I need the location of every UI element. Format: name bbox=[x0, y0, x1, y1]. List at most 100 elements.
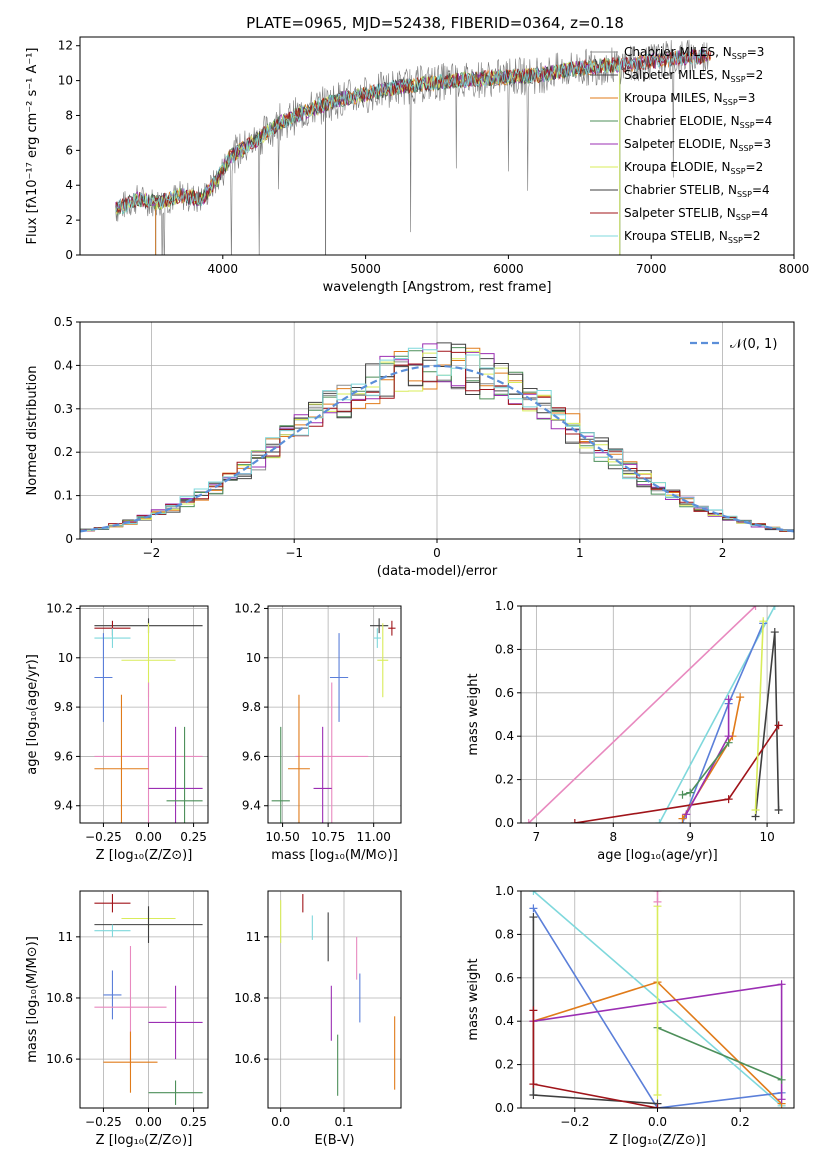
y-tick-label: 0.2 bbox=[54, 445, 73, 459]
y-tick-label: 0.6 bbox=[495, 686, 514, 700]
y-tick-label: 0.0 bbox=[495, 1101, 514, 1115]
x-tick-label: 0.0 bbox=[271, 1115, 290, 1129]
y-tick-label: 10 bbox=[246, 651, 261, 665]
y-tick-label: 0.2 bbox=[495, 1058, 514, 1072]
x-tick-label: 8 bbox=[609, 830, 617, 844]
x-tick-label: 6000 bbox=[493, 262, 524, 276]
x-tick-label: 4000 bbox=[208, 262, 239, 276]
residual-hist-kroupa_stelib bbox=[80, 347, 794, 531]
errorbar-point bbox=[373, 628, 381, 648]
errorbar-point bbox=[329, 633, 349, 722]
plus-marker bbox=[724, 795, 733, 804]
model-spectrum-kroupa_stelib bbox=[115, 49, 708, 214]
plus-marker bbox=[529, 904, 538, 913]
plus-marker bbox=[529, 1080, 538, 1089]
model-spectrum-salpeter_miles bbox=[155, 59, 620, 207]
plus-marker bbox=[653, 897, 662, 906]
errorbar-point bbox=[388, 620, 396, 636]
y-axis-label: Flux [fλ10⁻¹⁷ erg cm⁻² s⁻¹ A⁻¹] bbox=[25, 48, 40, 245]
y-axis-label: Normed distribution bbox=[25, 366, 40, 496]
y-tick-label: 0.1 bbox=[54, 489, 73, 503]
x-tick-label: 2 bbox=[719, 546, 727, 560]
errorbar-point bbox=[148, 726, 203, 823]
errorbar-point bbox=[94, 633, 113, 722]
x-tick-label: 0.00 bbox=[135, 830, 162, 844]
errorbar-point bbox=[94, 894, 131, 913]
plus-marker bbox=[770, 606, 779, 610]
y-tick-label: 0.4 bbox=[495, 1014, 514, 1028]
age_vs_mass-marks bbox=[271, 618, 396, 823]
y-axis-label: mass [log₁₀(M/M⊙)] bbox=[25, 936, 40, 1063]
y-tick-label: 9.8 bbox=[242, 700, 261, 714]
legend-label: Kroupa ELODIE, NSSP=2 bbox=[624, 160, 763, 176]
axes-frame bbox=[79, 605, 209, 824]
residuals-panel: −2 −1 0 1 2 0 0.1 0.2 0.3 0.4 0.5 (data-model)/erro… bbox=[25, 315, 795, 579]
y-tick-label: 4 bbox=[65, 178, 73, 192]
legend-label: Chabrier STELIB, NSSP=4 bbox=[624, 183, 770, 199]
x-axis-label: age [log₁₀(age/yr)] bbox=[597, 848, 718, 863]
x-tick-label: −0.2 bbox=[560, 1115, 589, 1129]
x-tick-label: 10.50 bbox=[265, 830, 299, 844]
errorbar-point bbox=[271, 726, 290, 823]
axes-frame bbox=[267, 605, 402, 824]
age_vs_Z-panel: −0.25 0.00 0.25 9.4 9.6 9.8 10 10.2 Z [log₁₀(Z/Z… bbox=[25, 601, 209, 863]
axes-frame bbox=[267, 890, 402, 1109]
mass-weight-line-blue bbox=[681, 623, 764, 823]
x-tick-label: 1 bbox=[576, 546, 584, 560]
plus-marker bbox=[774, 721, 783, 730]
mass-weight-line-salpeter_stelib bbox=[532, 1010, 658, 1108]
x-tick-label: 7000 bbox=[636, 262, 667, 276]
errorbar-point bbox=[103, 970, 122, 1020]
x-tick-label: 9 bbox=[686, 830, 694, 844]
plus-marker bbox=[777, 980, 786, 989]
y-tick-label: 0.5 bbox=[54, 315, 73, 329]
mass-weight-line-chabrier_elodie bbox=[682, 742, 730, 796]
y-tick-label: 10 bbox=[58, 651, 73, 665]
mass_weight_vs_Z-marks bbox=[529, 891, 786, 1108]
errorbar-point bbox=[370, 618, 389, 634]
x-tick-label: 0.2 bbox=[731, 1115, 750, 1129]
plus-marker bbox=[653, 1090, 662, 1099]
y-tick-label: 11 bbox=[58, 930, 73, 944]
x-tick-label: −2 bbox=[143, 546, 161, 560]
plus-marker bbox=[686, 788, 695, 797]
x-tick-label: −1 bbox=[285, 546, 303, 560]
model-spectrum-kroupa_elodie bbox=[115, 58, 620, 215]
x-tick-label: −0.25 bbox=[85, 830, 122, 844]
mass_vs_ebv-marks bbox=[280, 894, 396, 1096]
plus-marker bbox=[724, 695, 733, 704]
plus-marker bbox=[777, 1075, 786, 1084]
mass-weight-line-blue bbox=[532, 907, 782, 1108]
mass_vs_Z-marks bbox=[94, 894, 203, 1105]
y-tick-label: 8 bbox=[65, 108, 73, 122]
errorbar-point bbox=[94, 924, 131, 937]
residuals-marks bbox=[80, 342, 794, 533]
plus-marker bbox=[774, 805, 783, 814]
axes-frame bbox=[79, 321, 795, 540]
errorbar-point bbox=[94, 682, 203, 823]
x-tick-label: 8000 bbox=[779, 262, 810, 276]
y-tick-label: 9.4 bbox=[242, 799, 261, 813]
axes-frame bbox=[520, 890, 795, 1109]
mass_vs_ebv-panel: 0.0 0.1 10.6 10.8 11 E(B-V) bbox=[234, 890, 402, 1148]
y-tick-label: 0.4 bbox=[54, 358, 73, 372]
x-tick-label: 0.25 bbox=[180, 1115, 207, 1129]
y-tick-label: 0 bbox=[65, 248, 73, 262]
legend-label: Chabrier ELODIE, NSSP=4 bbox=[624, 114, 772, 130]
errorbar-point bbox=[94, 628, 131, 648]
x-tick-label: 0.1 bbox=[334, 1115, 353, 1129]
figure-title: PLATE=0965, MJD=52438, FIBERID=0364, z=0… bbox=[246, 14, 624, 32]
x-axis-label: wavelength [Angstrom, rest frame] bbox=[323, 280, 552, 295]
y-tick-label: 0.0 bbox=[495, 816, 514, 830]
legend-label: 𝒩(0, 1) bbox=[730, 337, 777, 352]
errorbar-point bbox=[377, 623, 389, 698]
plus-marker bbox=[751, 606, 760, 610]
x-axis-label: Z [log₁₀(Z/Z⊙)] bbox=[96, 848, 193, 863]
y-tick-label: 0 bbox=[65, 532, 73, 546]
x-axis-label: Z [log₁₀(Z/Z⊙)] bbox=[96, 1133, 193, 1148]
y-tick-label: 10.6 bbox=[234, 1052, 261, 1066]
plus-marker bbox=[759, 617, 768, 626]
x-tick-label: 0.25 bbox=[180, 830, 207, 844]
plus-marker bbox=[724, 738, 733, 747]
spectrum-legend: Chabrier MILES, NSSP=3 Salpeter MILES, NS… bbox=[590, 45, 772, 245]
